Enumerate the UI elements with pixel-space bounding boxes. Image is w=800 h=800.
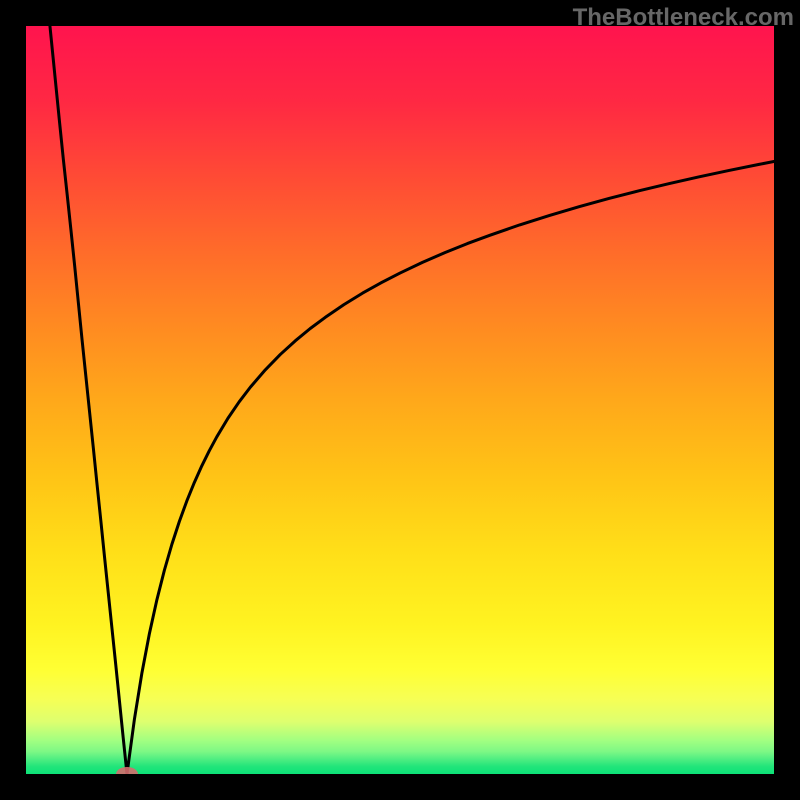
chart-container: TheBottleneck.com [0, 0, 800, 800]
chart-svg [0, 0, 800, 800]
gradient-background [26, 26, 774, 774]
watermark-text: TheBottleneck.com [573, 4, 794, 32]
minimum-marker [116, 767, 138, 781]
